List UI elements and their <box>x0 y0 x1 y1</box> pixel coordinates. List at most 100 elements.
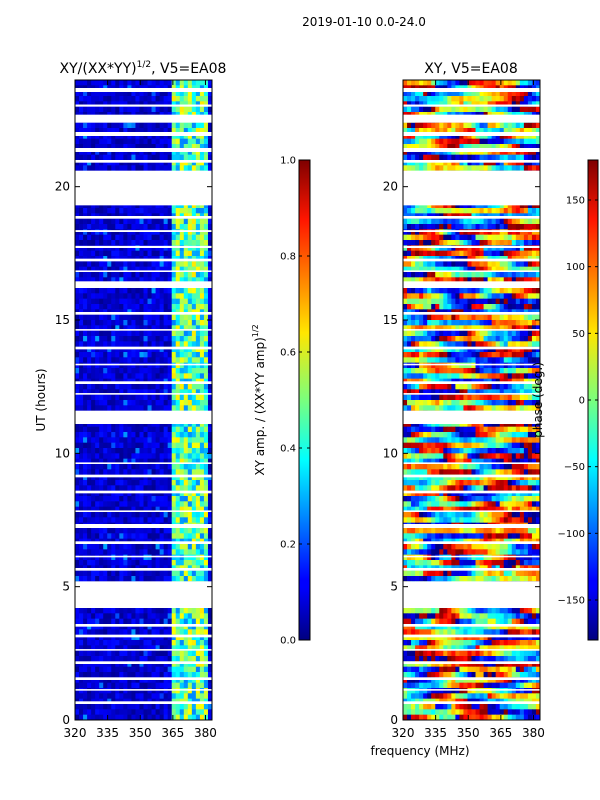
colorbar-tick-label: 0.8 <box>280 252 296 263</box>
amplitude-cell <box>155 650 161 657</box>
amplitude-cell <box>99 138 104 145</box>
amplitude-cell <box>135 325 140 332</box>
amplitude-cell <box>207 464 213 470</box>
amplitude-cell <box>139 448 144 454</box>
amplitude-cell <box>155 688 161 694</box>
amplitude-cell <box>163 629 169 636</box>
amplitude-cell <box>83 389 88 396</box>
amplitude-cell <box>75 442 80 449</box>
amplitude-cell <box>175 437 181 444</box>
amplitude-cell <box>111 357 116 364</box>
amplitude-cell <box>135 506 140 513</box>
amplitude-cell <box>155 298 161 305</box>
amplitude-cell <box>179 389 185 396</box>
amplitude-cell <box>139 325 144 332</box>
amplitude-cell <box>167 224 173 230</box>
amplitude-cell <box>115 320 120 326</box>
phase-cell <box>459 149 464 156</box>
amplitude-cell <box>171 341 177 348</box>
amplitude-cell <box>115 432 120 438</box>
phase-cell <box>527 133 533 140</box>
amplitude-cell <box>115 101 120 108</box>
amplitude-cell <box>163 128 169 134</box>
amplitude-cell <box>103 688 108 694</box>
amplitude-cell <box>99 394 104 401</box>
amplitude-cell <box>155 640 161 646</box>
amplitude-cell <box>123 458 128 465</box>
amplitude-cell <box>207 453 213 460</box>
amplitude-cell <box>103 650 108 657</box>
amplitude-cell <box>135 448 140 454</box>
amplitude-cell <box>95 96 100 102</box>
amplitude-cell <box>175 528 181 534</box>
amplitude-cell <box>119 464 124 470</box>
phase-cell <box>403 202 408 209</box>
amplitude-cell <box>179 240 185 246</box>
amplitude-cell <box>159 629 165 636</box>
amplitude-cell <box>119 277 124 284</box>
amplitude-cell <box>163 650 169 657</box>
amplitude-cell <box>127 245 132 252</box>
amplitude-cell <box>99 357 104 364</box>
amplitude-cell <box>187 106 193 113</box>
amplitude-cell <box>155 389 161 396</box>
amplitude-cell <box>207 357 213 364</box>
phase-cell <box>435 138 440 145</box>
phase-cell <box>439 160 444 166</box>
amplitude-cell <box>127 656 132 662</box>
amplitude-cell <box>115 122 120 129</box>
amplitude-cell <box>111 133 116 140</box>
amplitude-cell <box>195 501 201 508</box>
amplitude-cell <box>159 384 165 390</box>
amplitude-cell <box>187 448 193 454</box>
phase-cell <box>519 122 525 129</box>
amplitude-cell <box>147 341 152 348</box>
phase-cell <box>463 80 468 86</box>
amplitude-cell <box>151 618 156 625</box>
phase-cell <box>535 133 541 140</box>
amplitude-cell <box>87 362 92 369</box>
amplitude-cell <box>111 144 116 150</box>
amplitude-cell <box>155 341 161 348</box>
amplitude-cell <box>75 693 80 700</box>
amplitude-cell <box>83 506 88 513</box>
amplitude-cell <box>95 144 100 150</box>
amplitude-cell <box>123 560 128 566</box>
amplitude-cell <box>83 693 88 700</box>
phase-cell <box>491 80 497 86</box>
phase-cell <box>423 122 428 129</box>
phase-cell <box>479 80 484 86</box>
amplitude-cell <box>207 448 213 454</box>
amplitude-cell <box>123 426 128 433</box>
amplitude-cell <box>195 442 201 449</box>
amplitude-cell <box>147 154 152 161</box>
amplitude-cell <box>91 421 96 428</box>
amplitude-cell <box>79 634 84 641</box>
amplitude-cell <box>183 298 189 305</box>
amplitude-cell <box>139 453 144 460</box>
amplitude-cell <box>191 570 197 577</box>
amplitude-cell <box>151 709 156 716</box>
amplitude-cell <box>135 106 140 113</box>
amplitude-cell <box>175 549 181 556</box>
amplitude-cell <box>143 640 148 646</box>
amplitude-cell <box>195 128 201 134</box>
amplitude-cell <box>195 405 201 412</box>
amplitude-cell <box>103 469 108 476</box>
amplitude-cell <box>207 80 213 86</box>
amplitude-cell <box>207 90 213 97</box>
amplitude-cell <box>167 389 173 396</box>
amplitude-cell <box>187 346 193 353</box>
amplitude-cell <box>207 560 213 566</box>
phase-cell <box>479 122 484 129</box>
amplitude-cell <box>183 714 189 721</box>
amplitude-cell <box>115 437 120 444</box>
amplitude-cell <box>111 277 116 284</box>
phase-cell <box>427 101 432 108</box>
phase-cell <box>419 80 424 86</box>
amplitude-cell <box>167 576 173 582</box>
amplitude-cell <box>127 128 132 134</box>
phase-cell <box>427 106 432 113</box>
amplitude-cell <box>203 138 209 145</box>
